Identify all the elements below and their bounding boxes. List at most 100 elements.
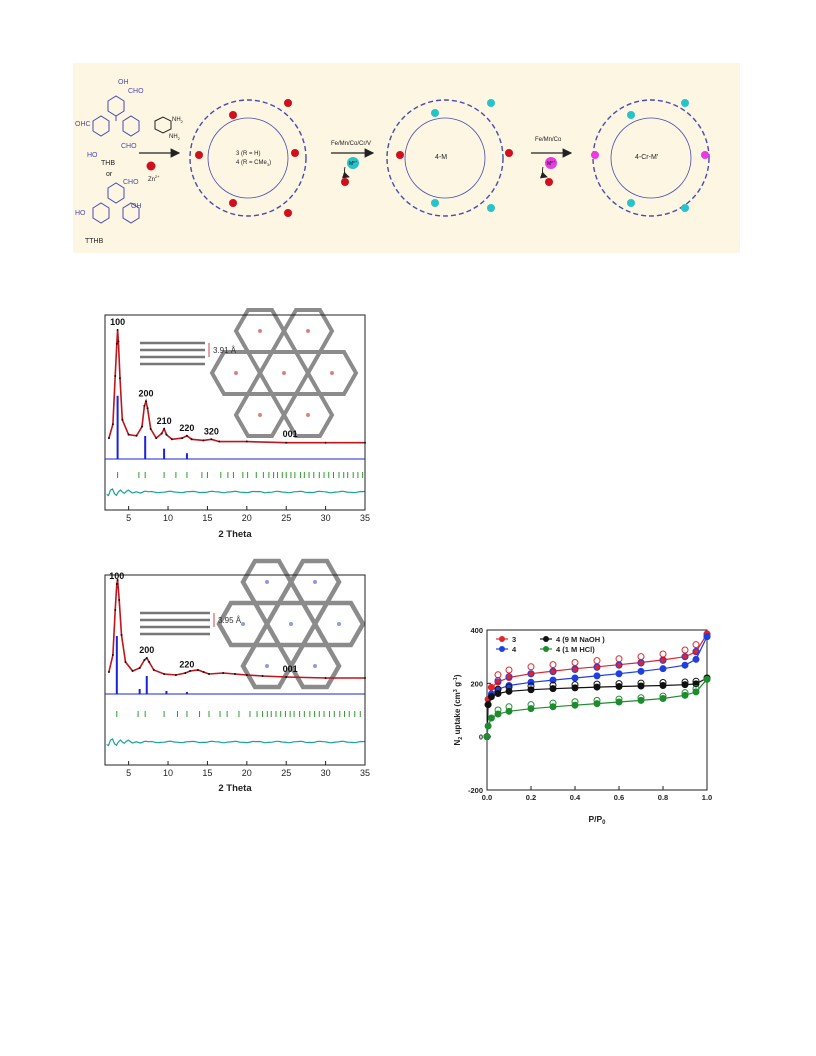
xrd-plot-area-1: 5 10 15 20 25 30 35 100 200 210 220 320 001 (104, 314, 370, 523)
experimental-point (245, 674, 248, 676)
framework-structure-2 (216, 558, 366, 690)
x-tick-label: 30 (321, 768, 331, 778)
experimental-point (149, 427, 152, 430)
interlayer-distance-label: 3.91 Å (213, 346, 237, 355)
desorption-point (637, 679, 645, 687)
experimental-curve (108, 329, 365, 444)
desorption-point (571, 665, 579, 673)
desorption-point (549, 699, 557, 707)
y-axis-label: N2 uptake (cm3 g-1) (453, 674, 464, 745)
experimental-point (145, 657, 148, 659)
desorption-point (494, 671, 502, 679)
experimental-point (111, 423, 114, 426)
released-zinc-icon (341, 178, 349, 186)
experimental-point (116, 579, 119, 581)
experimental-point (181, 437, 184, 440)
x-tick-label: 0.0 (482, 793, 492, 802)
experimental-point (189, 670, 192, 672)
experimental-point (111, 654, 114, 656)
x-axis-label: 2 Theta (218, 529, 252, 540)
x-tick-label: 35 (360, 768, 370, 778)
experimental-point (185, 434, 188, 437)
y-tick-label: 400 (470, 626, 483, 635)
adsorption-point (615, 670, 623, 678)
desorption-point (494, 706, 502, 714)
desorption-point (637, 653, 645, 661)
experimental-point (163, 673, 166, 675)
xrd-chart-2-svg: 3.95 Å 5 10 15 20 25 30 35 100 200 220 001 2 Theta (104, 558, 370, 794)
x-tick-label: 20 (242, 513, 252, 523)
isotherm-chart-svg: 0.0 0.2 0.4 0.6 0.8 1.0 -200 0 200 400 34 4 (9 M N… (453, 626, 712, 826)
experimental-point (234, 673, 236, 675)
framework-structure-1 (209, 308, 359, 438)
experimental-point (117, 340, 120, 343)
aldehyde-label: CHO (128, 88, 144, 95)
step-2-metals-label: Fe/Mn/Co (535, 137, 562, 143)
desorption-point (593, 657, 601, 665)
zn-site-icon (291, 149, 299, 157)
scheme-svg: OH CHO OHC CHO HO THB or CHO OH HO TTHB … (75, 79, 710, 245)
zn-site-icon (284, 99, 292, 107)
desorption-point (593, 663, 601, 671)
experimental-point (222, 672, 225, 674)
adsorption-point (483, 733, 491, 741)
isotherm-legend: 34 4 (9 M NaOH )4 (1 M HCl) (496, 635, 605, 654)
desorption-point (681, 689, 689, 697)
difference-curve (106, 488, 365, 497)
desorption-point (681, 678, 689, 686)
adsorption-point (571, 674, 579, 682)
reaction-arrow-2: Fe/Mn/Co/Cr/V Mn+ (331, 141, 375, 186)
m-site-icon (431, 109, 439, 117)
y-tick-label: -200 (468, 786, 483, 795)
reaction-arrow-3: Fe/Mn/Co Mn+ (531, 137, 573, 186)
x-axis-label: 2 Theta (218, 783, 252, 794)
hydroxy-tthb-label: OH (131, 203, 142, 210)
interlayer-distance-label: 3.95 Å (218, 616, 242, 625)
m-site-icon (627, 111, 635, 119)
desorption-point (637, 659, 645, 667)
experimental-point (124, 661, 127, 663)
legend-marker (499, 636, 505, 642)
adsorption-point (659, 695, 667, 703)
experimental-point (364, 441, 366, 444)
experimental-point (165, 433, 168, 436)
experimental-point (118, 599, 121, 601)
x-tick-label: 0.8 (658, 793, 668, 802)
experimental-point (184, 672, 187, 674)
m-site-icon (627, 199, 635, 207)
plot-frame (104, 574, 366, 766)
desorption-point (681, 646, 689, 654)
m-site-icon (681, 204, 689, 212)
desorption-point (637, 694, 645, 702)
adsorption-point (659, 665, 667, 673)
legend-label: 4 (1 M HCl) (556, 645, 595, 654)
released-zinc-2-icon (545, 178, 553, 186)
macrocycle-zn: 3 (R = H) 4 (R = CMe3) (189, 99, 307, 217)
metal-ion-label: Mn+ (349, 160, 357, 167)
desorption-point (692, 685, 700, 693)
adsorption-point (484, 722, 492, 730)
desorption-point (692, 641, 700, 649)
y-tick-label: 0 (479, 733, 483, 742)
desorption-point (527, 663, 535, 671)
x-axis-label: P/P0 (588, 814, 606, 826)
adsorption-point (681, 661, 689, 669)
desorption-point (549, 681, 557, 689)
x-tick-label: 0.6 (614, 793, 624, 802)
desorption-point (659, 650, 667, 658)
zn-site-icon (195, 151, 203, 159)
x-tick-label: 15 (202, 513, 212, 523)
x-tick-label: 35 (360, 513, 370, 523)
zinc-ion-icon (146, 161, 156, 171)
experimental-point (120, 634, 123, 636)
experimental-point (170, 438, 173, 441)
m-site-icon (431, 199, 439, 207)
compound-3-label: 3 (R = H) (236, 151, 261, 157)
adsorption-point (549, 676, 557, 684)
desorption-point (659, 692, 667, 700)
experimental-point (143, 404, 146, 407)
experimental-point (208, 673, 210, 675)
metal-ion-2-label: Mn+ (547, 160, 555, 167)
experimental-point (116, 329, 119, 331)
hydroxy-left-label: HO (87, 152, 98, 159)
